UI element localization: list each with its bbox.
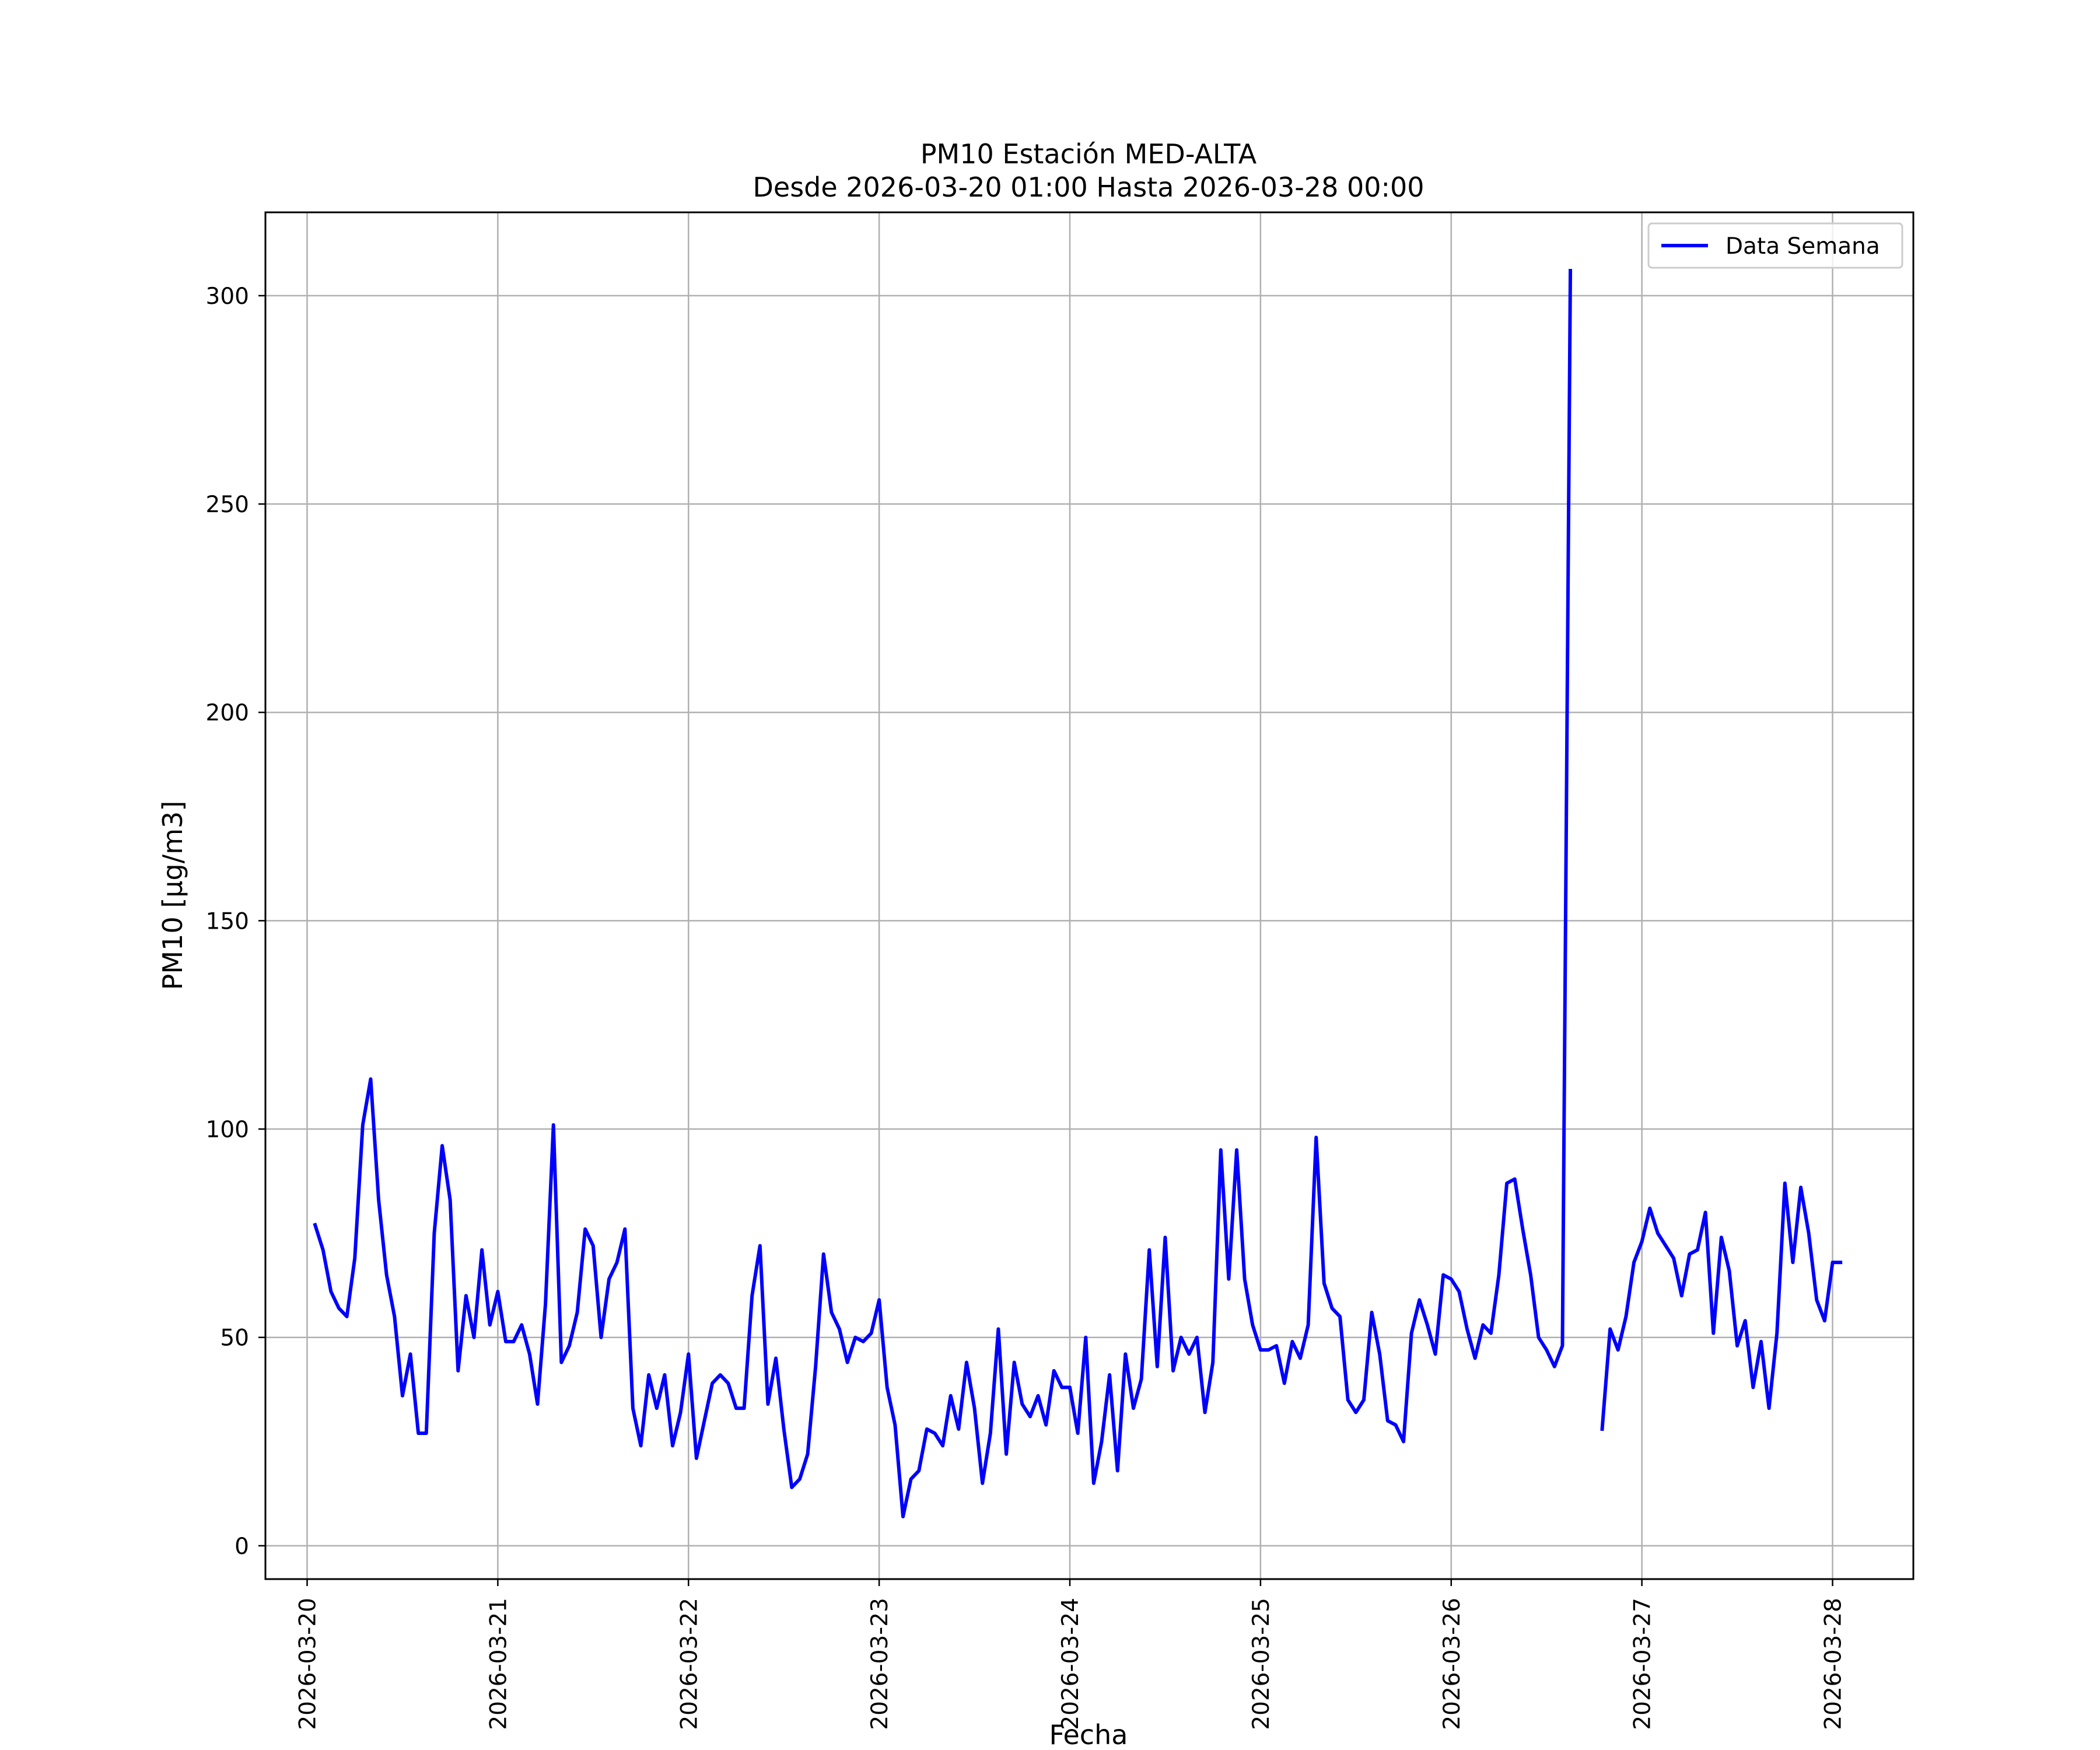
x-tick-label: 2026-03-25 [1248, 1598, 1275, 1730]
x-tick-label: 2026-03-27 [1630, 1598, 1656, 1730]
y-tick-label: 0 [235, 1534, 249, 1560]
legend: Data Semana [1647, 222, 1903, 269]
series-line [313, 268, 1573, 1518]
x-tick-label: 2026-03-23 [867, 1598, 893, 1730]
x-tick-label: 2026-03-21 [485, 1598, 512, 1730]
x-tick-label: 2026-03-26 [1439, 1598, 1465, 1730]
data-series [313, 268, 1843, 1518]
y-tick-label: 100 [206, 1117, 249, 1143]
x-tick-label: 2026-03-22 [676, 1598, 702, 1730]
y-tick-label: 300 [206, 284, 249, 310]
grid-lines [265, 212, 1913, 1579]
series-line [1600, 1181, 1843, 1432]
chart-title: PM10 Estación MED-ALTA [921, 138, 1257, 170]
y-tick-label: 200 [206, 700, 249, 726]
x-tick-label: 2026-03-28 [1821, 1598, 1847, 1730]
y-axis-label: PM10 [μg/m3] [157, 801, 188, 991]
plot-area-frame [264, 211, 1915, 1580]
legend-box [1647, 222, 1903, 269]
x-tick-label: 2026-03-20 [295, 1598, 321, 1730]
y-tick-label: 250 [206, 492, 249, 518]
y-tick-label: 50 [220, 1325, 249, 1352]
legend-label: Data Semana [1726, 233, 1880, 260]
x-tick-label: 2026-03-24 [1058, 1598, 1084, 1730]
y-tick-label: 150 [206, 908, 249, 935]
axis-ticks: 0 50 100 150 200 250 300 2026-03-20 2026-03-21 20… [206, 284, 1847, 1730]
x-axis-label: Fecha [1049, 1719, 1128, 1750]
chart-subtitle: Desde 2026-03-20 01:00 Hasta 2026-03-28 … [752, 172, 1424, 203]
